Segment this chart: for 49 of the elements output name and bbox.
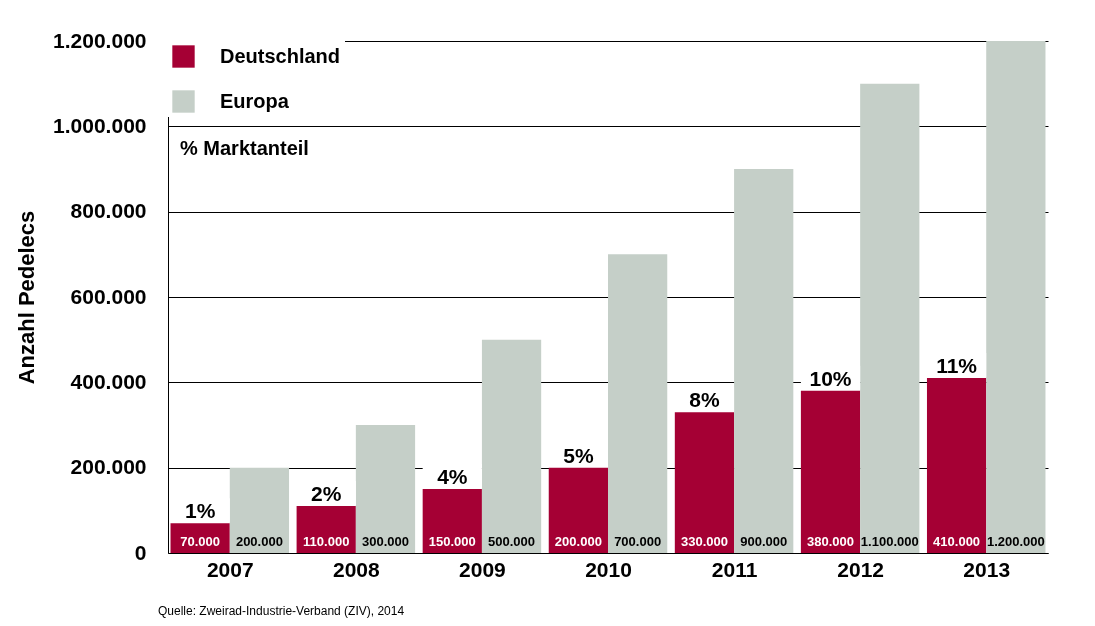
data-label: 70.000 [180, 534, 221, 549]
x-tick-label: 2010 [585, 557, 632, 581]
data-label: 1.200.000 [986, 534, 1045, 549]
x-tick-label: 2013 [963, 557, 1011, 581]
data-label: 300.000 [361, 534, 409, 549]
annotation: 10% [809, 366, 852, 390]
data-label: 700.000 [614, 534, 662, 549]
y-tick-label: 800.000 [70, 199, 147, 223]
annotation: 5% [563, 443, 594, 467]
x-tick-label: 2012 [837, 557, 885, 581]
y-tick-label: 1.200.000 [53, 28, 147, 52]
bar [422, 489, 482, 553]
annotation: 11% [936, 354, 978, 378]
data-label: 380.000 [807, 534, 855, 549]
data-label: 410.000 [933, 534, 981, 549]
data-label: 330.000 [680, 534, 728, 549]
y-axis-title: Anzahl Pedelecs [14, 210, 40, 385]
bar [986, 41, 1046, 553]
data-label: 1.100.000 [860, 534, 919, 549]
annotation: 8% [689, 388, 720, 412]
bar [481, 339, 542, 553]
x-tick-label: 2009 [459, 557, 506, 581]
annotation: % Marktanteil [180, 137, 309, 159]
y-tick-label: 200.000 [70, 455, 147, 479]
x-tick-label: 2008 [332, 557, 381, 581]
y-tick-label: 400.000 [70, 369, 147, 393]
data-label: 200.000 [554, 534, 602, 549]
data-label: 110.000 [303, 534, 350, 549]
bar [734, 169, 794, 553]
y-tick-label: 0 [134, 540, 147, 564]
annotation: 2% [311, 482, 342, 506]
bar [860, 83, 920, 553]
data-label: 200.000 [235, 534, 283, 549]
data-label: 900.000 [740, 534, 788, 549]
legend-label: Europa [220, 89, 290, 112]
bar [926, 378, 987, 553]
bar [229, 467, 290, 553]
y-tick-label: 600.000 [70, 284, 147, 308]
source-note: Quelle: Zweirad-Industrie-Verband (ZIV), 2014 [158, 604, 405, 618]
y-tick-label: 1.000.000 [53, 113, 147, 137]
bar [355, 425, 416, 553]
legend-label: Deutschland [220, 44, 341, 67]
bar [608, 254, 668, 553]
data-label: 150.000 [428, 534, 476, 549]
x-tick-label: 2007 [206, 557, 254, 581]
annotation: 4% [437, 465, 468, 488]
data-label: 500.000 [488, 534, 536, 549]
annotation: 1% [184, 499, 216, 523]
x-tick-label: 2011 [711, 557, 758, 581]
